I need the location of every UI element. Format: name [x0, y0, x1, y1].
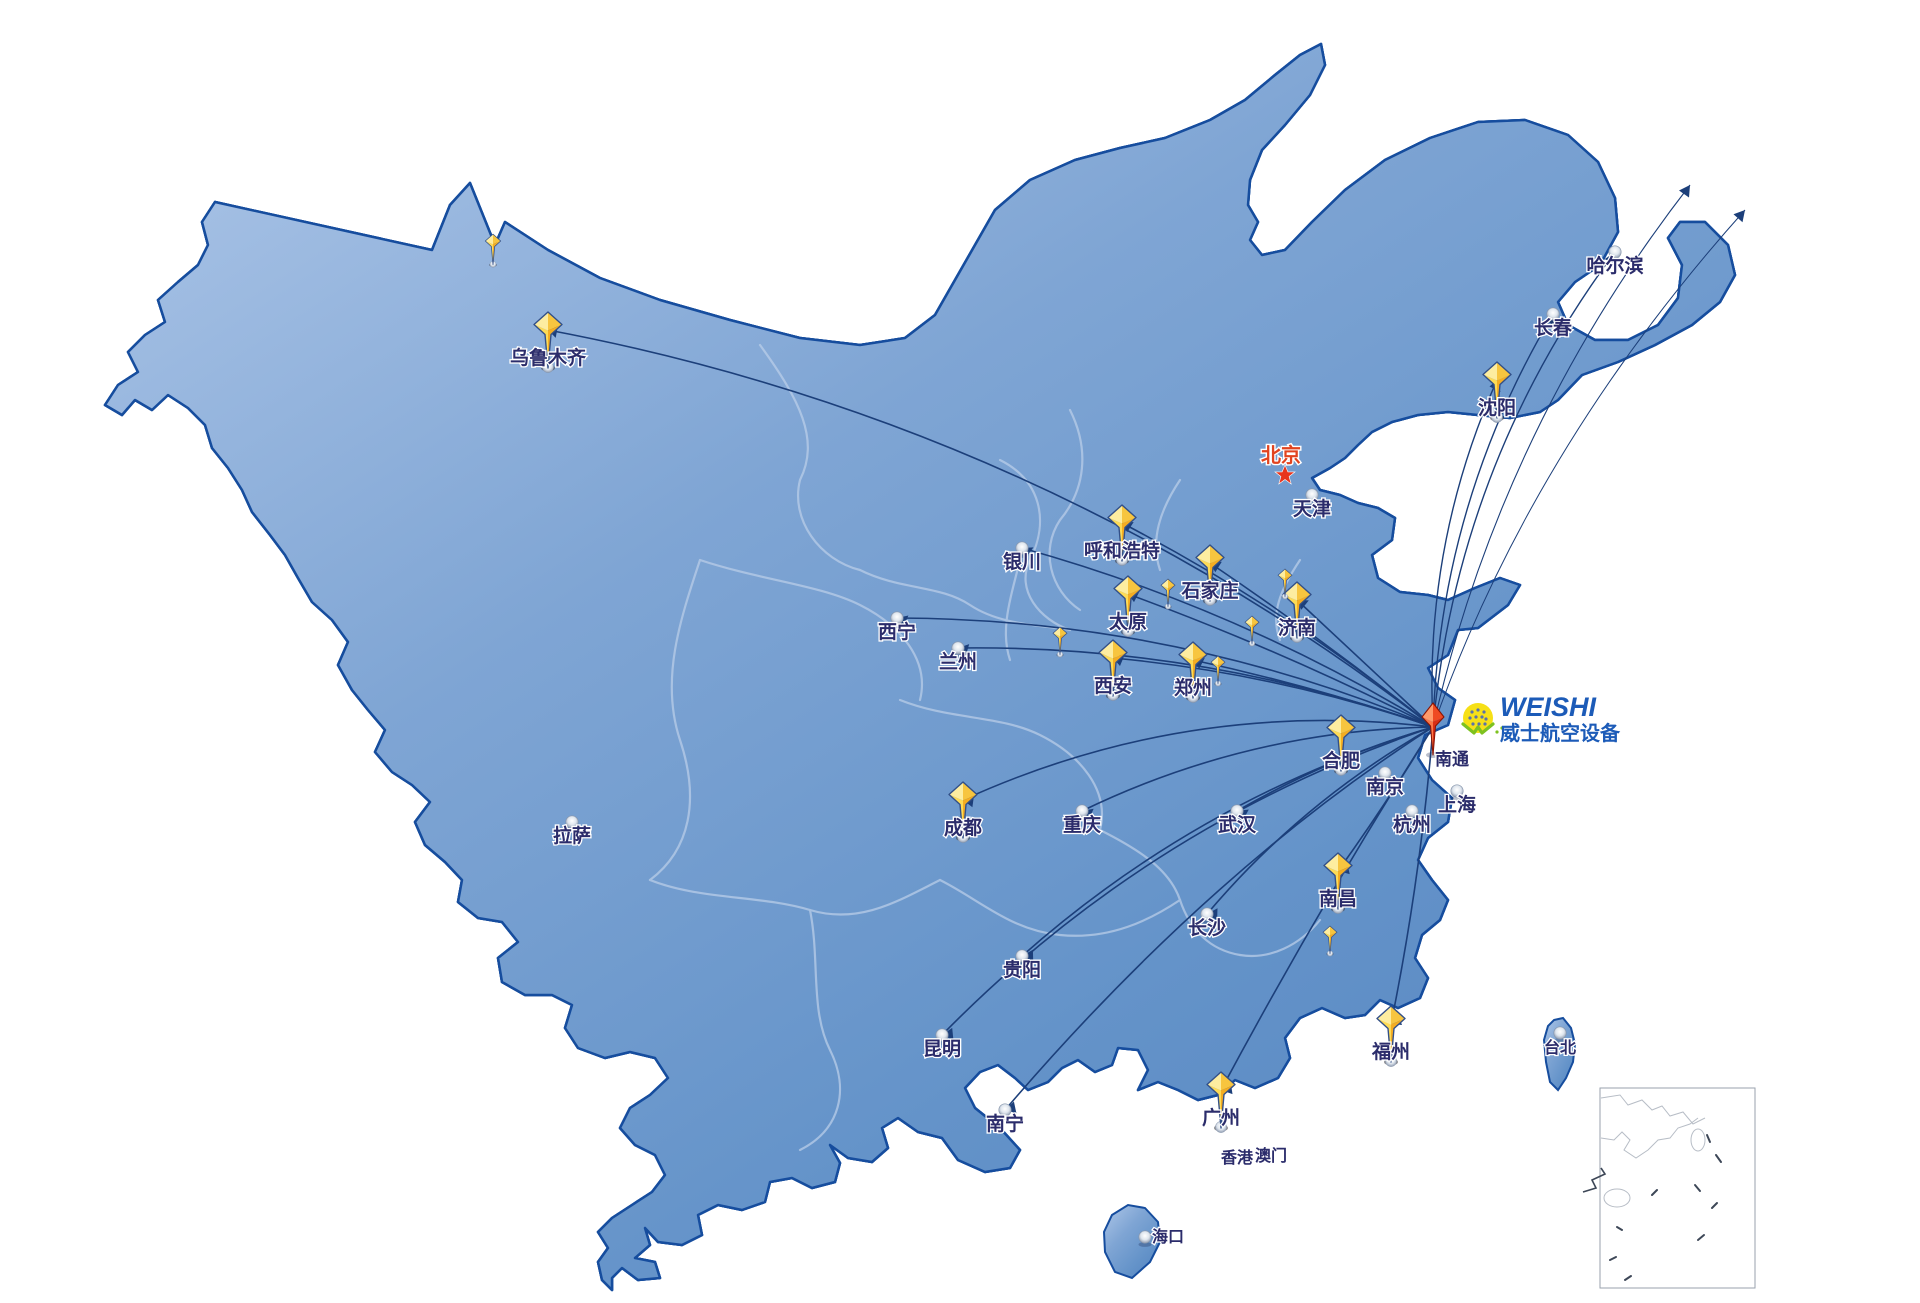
- svg-text:银川: 银川: [1003, 550, 1041, 573]
- svg-text:南京: 南京: [1366, 775, 1404, 798]
- svg-text:西安: 西安: [1094, 674, 1132, 697]
- svg-text:拉萨: 拉萨: [553, 824, 591, 847]
- svg-text:呼和浩特: 呼和浩特: [1084, 539, 1160, 562]
- svg-text:杭州: 杭州: [1393, 813, 1431, 836]
- svg-text:成都: 成都: [944, 816, 982, 839]
- svg-text:南通: 南通: [1435, 749, 1469, 769]
- svg-text:天津: 天津: [1293, 497, 1331, 520]
- svg-text:台北: 台北: [1544, 1038, 1576, 1057]
- svg-text:昆明: 昆明: [923, 1038, 961, 1060]
- svg-text:合肥: 合肥: [1322, 749, 1360, 772]
- svg-text:贵阳: 贵阳: [1003, 959, 1041, 981]
- svg-text:北京: 北京: [1261, 443, 1301, 467]
- svg-text:哈尔滨: 哈尔滨: [1586, 254, 1643, 277]
- svg-text:济南: 济南: [1278, 616, 1316, 639]
- svg-text:香港: 香港: [1220, 1148, 1254, 1167]
- svg-text:威士航空设备: 威士航空设备: [1500, 721, 1621, 745]
- svg-text:福州: 福州: [1371, 1040, 1410, 1063]
- svg-text:太原: 太原: [1109, 610, 1147, 633]
- svg-text:长春: 长春: [1534, 316, 1572, 339]
- svg-text:WEISHI: WEISHI: [1500, 692, 1597, 722]
- svg-text:澳门: 澳门: [1255, 1146, 1287, 1165]
- svg-text:广州: 广州: [1202, 1106, 1240, 1129]
- svg-text:长沙: 长沙: [1188, 917, 1226, 939]
- svg-text:沈阳: 沈阳: [1478, 396, 1516, 419]
- svg-text:西宁: 西宁: [878, 620, 916, 643]
- svg-text:武汉: 武汉: [1218, 814, 1257, 836]
- svg-text:重庆: 重庆: [1063, 813, 1101, 836]
- svg-text:郑州: 郑州: [1174, 677, 1212, 699]
- svg-text:兰州: 兰州: [939, 650, 977, 673]
- svg-text:海口: 海口: [1152, 1227, 1184, 1246]
- svg-text:南昌: 南昌: [1319, 888, 1357, 910]
- svg-text:南宁: 南宁: [986, 1112, 1024, 1135]
- svg-text:石家庄: 石家庄: [1180, 579, 1238, 602]
- svg-text:乌鲁木齐: 乌鲁木齐: [510, 346, 587, 369]
- svg-text:上海: 上海: [1438, 793, 1476, 816]
